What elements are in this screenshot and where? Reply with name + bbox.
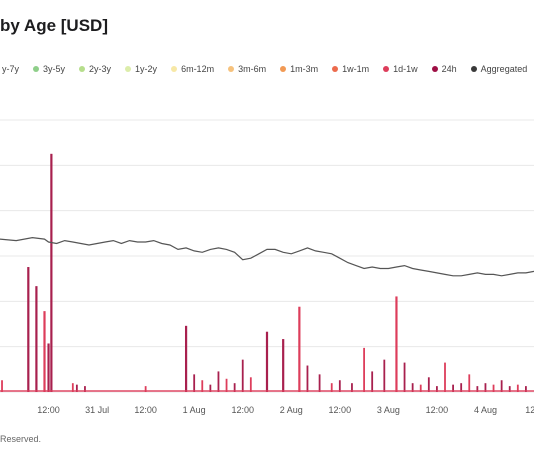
legend-item-8[interactable]: 1d-1w — [383, 64, 418, 74]
legend-label: 1m-3m — [290, 64, 319, 74]
legend-label: 3y-5y — [43, 64, 66, 74]
bar-33 — [419, 384, 422, 392]
bar-1 — [27, 267, 30, 392]
bar-19 — [265, 331, 269, 392]
legend-item-10[interactable]: Aggregated — [470, 64, 528, 74]
legend-label: Aggregated — [480, 64, 528, 74]
bar-32 — [411, 383, 414, 392]
bar-11 — [193, 374, 196, 392]
legend-label: 1w-1m — [342, 64, 370, 74]
bar-43 — [500, 380, 503, 392]
legend-item-1[interactable]: 3y-5y — [33, 64, 65, 74]
legend-dot-icon — [383, 66, 390, 72]
bar-2 — [35, 286, 38, 392]
bar-18 — [249, 377, 252, 392]
legend-label: 24h — [441, 64, 457, 74]
bar-27 — [363, 347, 365, 392]
bar-17 — [241, 359, 244, 392]
bar-39 — [468, 374, 471, 392]
bar-9 — [144, 386, 147, 392]
legend-label: 1y-2y — [135, 64, 158, 74]
bar-15 — [225, 378, 228, 392]
x-tick-label-9: 4 Aug — [474, 405, 497, 415]
bar-28 — [371, 371, 374, 392]
bar-13 — [209, 384, 212, 392]
bar-16 — [233, 383, 236, 392]
legend-item-0[interactable]: y-7y — [0, 64, 19, 74]
x-tick-label-0: 12:00 — [37, 405, 60, 415]
legend-dot-icon — [33, 66, 40, 72]
chart-title: by Age [USD] — [0, 16, 108, 35]
bar-5 — [50, 153, 53, 392]
legend-dot-icon — [228, 66, 235, 72]
legend-label: 3m-6m — [238, 64, 267, 74]
legend-item-2[interactable]: 2y-3y — [79, 64, 111, 74]
legend-label: 1d-1w — [393, 64, 418, 74]
bar-38 — [460, 383, 463, 392]
bar-0 — [1, 380, 3, 392]
bar-34 — [427, 377, 430, 392]
legend-dot-icon — [280, 66, 287, 72]
bar-37 — [452, 384, 454, 392]
legend-label: 6m-12m — [181, 64, 215, 74]
legend-dot-icon — [79, 66, 86, 72]
bar-22 — [306, 365, 309, 392]
bar-26 — [351, 383, 353, 392]
legend-item-7[interactable]: 1w-1m — [332, 64, 369, 74]
bar-42 — [492, 384, 495, 392]
legend-dot-icon — [431, 66, 438, 72]
bar-10 — [184, 325, 188, 392]
bar-3 — [43, 311, 46, 392]
series-line-aggregated — [0, 236, 534, 277]
bar-24 — [330, 383, 333, 392]
legend-item-6[interactable]: 1m-3m — [280, 64, 318, 74]
legend-dot-icon — [470, 66, 477, 72]
bar-31 — [403, 362, 406, 392]
bar-25 — [338, 380, 341, 392]
bar-46 — [525, 386, 527, 392]
bar-21 — [298, 306, 301, 392]
bar-23 — [318, 374, 321, 392]
bar-41 — [484, 383, 487, 392]
x-tick-label-5: 2 Aug — [280, 405, 303, 415]
x-tick-label-1: 31 Jul — [85, 405, 109, 415]
bar-12 — [201, 380, 204, 392]
bar-4 — [47, 343, 50, 392]
chart-legend: y-7y 3y-5y 2y-3y 1y-2y 6m-12m 3m-6m 1m-3m 1w-1m… — [0, 62, 534, 76]
legend-item-3[interactable]: 1y-2y — [125, 64, 157, 74]
bar-35 — [436, 386, 438, 392]
bar-14 — [217, 371, 220, 392]
x-tick-label-6: 12:00 — [329, 405, 352, 415]
bar-44 — [508, 386, 511, 392]
legend-item-9[interactable]: 24h — [431, 64, 457, 74]
bar-7 — [75, 384, 78, 392]
x-tick-label-8: 12:00 — [426, 405, 449, 415]
x-tick-label-4: 12:00 — [231, 405, 254, 415]
bar-6 — [71, 383, 74, 392]
bar-29 — [383, 359, 386, 392]
bar-8 — [84, 386, 86, 392]
footer-copyright: Reserved. — [0, 434, 42, 444]
bar-45 — [516, 384, 519, 392]
x-tick-label-10: 12:0 — [525, 405, 534, 415]
x-tick-label-7: 3 Aug — [377, 405, 400, 415]
bar-20 — [282, 339, 285, 392]
legend-dot-icon — [332, 66, 339, 72]
legend-label: 2y-3y — [89, 64, 112, 74]
legend-dot-icon — [125, 66, 132, 72]
bar-40 — [476, 386, 479, 392]
x-tick-label-2: 12:00 — [134, 405, 157, 415]
legend-dot-icon — [171, 66, 178, 72]
legend-item-5[interactable]: 3m-6m — [228, 64, 266, 74]
bar-36 — [444, 362, 446, 392]
legend-item-4[interactable]: 6m-12m — [171, 64, 214, 74]
legend-label: y-7y — [2, 64, 20, 74]
bar-30 — [395, 296, 398, 392]
x-tick-label-3: 1 Aug — [183, 405, 206, 415]
